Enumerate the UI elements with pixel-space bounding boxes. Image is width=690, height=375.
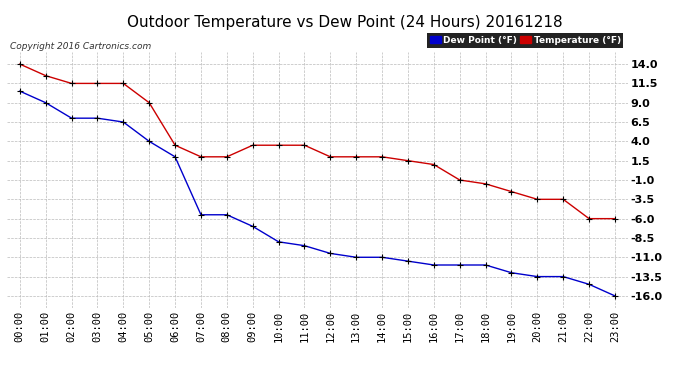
Text: Outdoor Temperature vs Dew Point (24 Hours) 20161218: Outdoor Temperature vs Dew Point (24 Hou…: [127, 15, 563, 30]
Text: Copyright 2016 Cartronics.com: Copyright 2016 Cartronics.com: [10, 42, 151, 51]
Legend: Dew Point (°F), Temperature (°F): Dew Point (°F), Temperature (°F): [427, 33, 623, 48]
